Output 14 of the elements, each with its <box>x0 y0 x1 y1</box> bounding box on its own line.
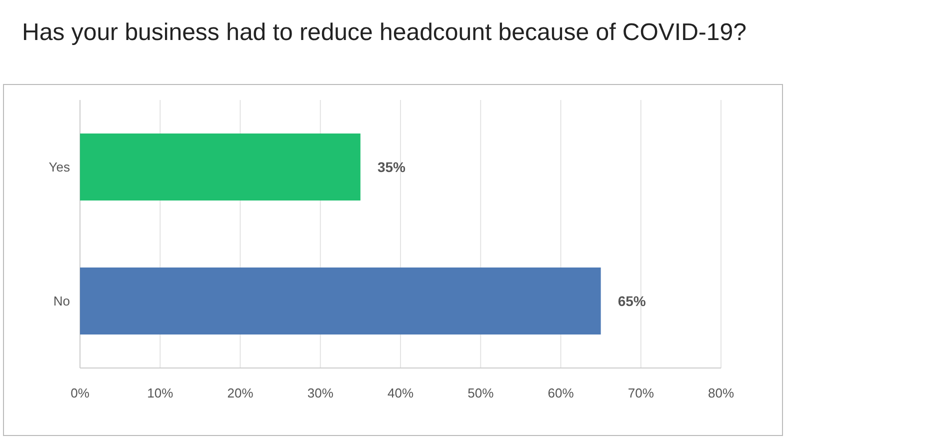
x-tick-label: 80% <box>708 386 734 401</box>
x-tick-label: 70% <box>628 386 654 401</box>
x-tick-label: 40% <box>387 386 414 401</box>
y-tick-label: No <box>53 294 70 309</box>
x-tick-label: 60% <box>548 386 574 401</box>
x-tick-label: 30% <box>307 386 334 401</box>
x-tick-label: 10% <box>147 386 174 401</box>
x-tick-label: 20% <box>227 386 254 401</box>
y-tick-label: Yes <box>48 160 70 175</box>
chart-title: Has your business had to reduce headcount because of COVID-19? <box>22 19 746 46</box>
x-tick-label: 50% <box>468 386 494 401</box>
data-label: 35% <box>377 158 406 175</box>
data-label: 65% <box>618 292 646 309</box>
x-tick-label: 0% <box>70 386 90 401</box>
